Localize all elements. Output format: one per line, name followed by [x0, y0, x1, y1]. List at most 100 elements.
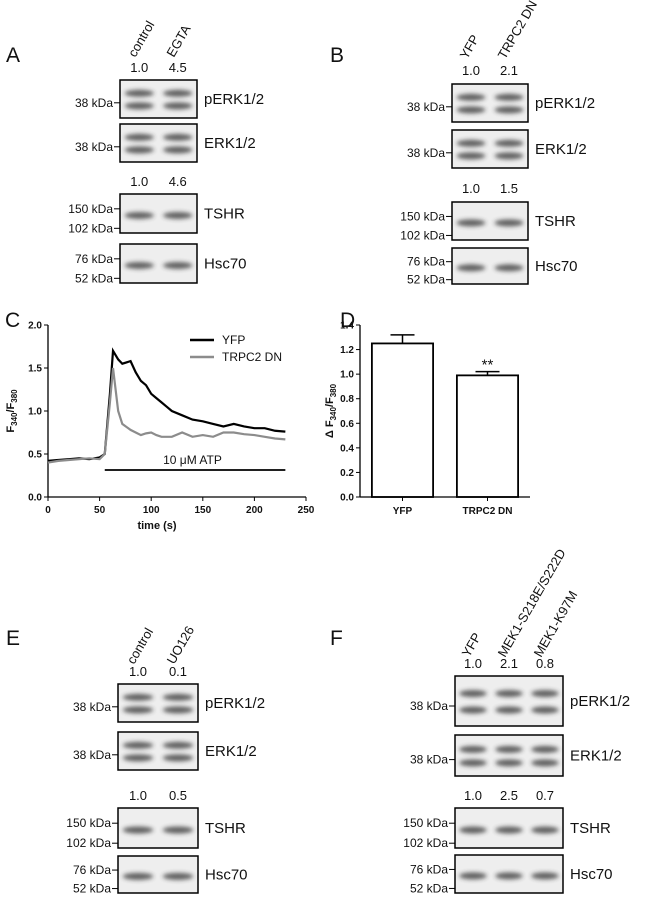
marker-label: 38 kDa: [410, 699, 448, 713]
band: [459, 759, 487, 767]
quant-value: 1.0: [462, 63, 480, 78]
band: [163, 133, 193, 141]
band: [163, 102, 193, 110]
protein-label: pERK1/2: [204, 91, 264, 108]
quant-value: 1.0: [130, 174, 148, 189]
x-axis-label: time (s): [137, 520, 176, 532]
y-tick-label: 2.0: [28, 321, 42, 332]
panel-letter: B: [330, 44, 344, 67]
marker-label: 76 kDa: [407, 255, 445, 269]
band: [495, 706, 523, 714]
protein-label: pERK1/2: [205, 695, 265, 712]
marker-label: 102 kDa: [68, 221, 113, 235]
protein-label: TSHR: [205, 820, 246, 837]
lane-label: EGTA: [163, 22, 193, 60]
marker-label: 76 kDa: [73, 863, 111, 877]
quant-value: 1.5: [500, 181, 518, 196]
lane-label: control: [124, 625, 157, 666]
protein-label: pERK1/2: [535, 95, 595, 112]
lane-label: UO126: [164, 623, 198, 666]
protein-label: ERK1/2: [570, 748, 622, 765]
marker-label: 52 kDa: [73, 882, 111, 896]
y-tick-label: 0.6: [340, 419, 354, 430]
quant-value: 4.5: [169, 60, 187, 75]
quant-value: 1.0: [464, 656, 482, 671]
blot-background: [119, 123, 198, 163]
band: [162, 826, 194, 834]
band: [122, 754, 154, 762]
quant-value: 1.0: [464, 788, 482, 803]
lane-label: control: [125, 18, 158, 59]
band: [162, 741, 194, 749]
marker-label: 76 kDa: [410, 862, 448, 876]
bar: [455, 374, 519, 498]
marker-label: 150 kDa: [68, 202, 113, 216]
quant-value: 1.0: [129, 664, 147, 679]
protein-label: TSHR: [535, 213, 576, 230]
marker-label: 150 kDa: [400, 209, 445, 223]
band: [122, 693, 154, 701]
x-tick-label: 100: [143, 505, 160, 516]
panel-letter: F: [330, 627, 343, 650]
y-axis-label-part: /F: [324, 397, 336, 407]
marker-label: 38 kDa: [73, 748, 111, 762]
marker-label: 102 kDa: [403, 836, 448, 850]
blot-background: [451, 83, 529, 123]
y-tick-label: 0.0: [340, 493, 354, 504]
band: [162, 693, 194, 701]
protein-label: Hsc70: [204, 256, 247, 273]
y-tick-label: 0.5: [28, 450, 42, 461]
band: [163, 89, 193, 97]
protein-label: Hsc70: [205, 867, 248, 884]
significance: **: [482, 357, 494, 374]
band: [494, 93, 524, 101]
band: [531, 745, 559, 753]
panel-letter: C: [5, 309, 20, 332]
protein-label: ERK1/2: [205, 743, 257, 760]
band: [124, 261, 154, 269]
band: [531, 826, 559, 834]
band: [494, 139, 524, 147]
y-tick-label: 0.8: [340, 394, 354, 405]
y-tick-label: 0.4: [340, 443, 354, 454]
marker-label: 38 kDa: [73, 700, 111, 714]
band: [495, 759, 523, 767]
band: [122, 706, 154, 714]
y-axis-label-part: 380: [10, 389, 19, 403]
line-series: [47, 347, 286, 462]
y-tick-label: 1.2: [340, 345, 354, 356]
marker-label: 38 kDa: [75, 140, 113, 154]
band: [531, 759, 559, 767]
quant-value: 1.0: [130, 60, 148, 75]
x-tick-label: TRPC2 DN: [462, 506, 512, 517]
y-axis-label-part: /F: [5, 402, 17, 412]
y-axis-label-part: Δ F: [324, 420, 336, 438]
panel-letter: A: [6, 44, 20, 67]
band: [495, 872, 523, 880]
band: [122, 872, 154, 880]
band: [163, 211, 193, 219]
marker-label: 38 kDa: [407, 100, 445, 114]
band: [459, 745, 487, 753]
marker-label: 52 kDa: [75, 271, 113, 285]
quant-value: 0.1: [169, 664, 187, 679]
y-axis-label-part: 340: [329, 407, 338, 421]
y-axis-label-part: F: [5, 426, 17, 433]
quant-value: 0.5: [169, 788, 187, 803]
x-tick-label: 50: [94, 505, 106, 516]
protein-label: ERK1/2: [535, 141, 587, 158]
quant-value: 0.7: [536, 788, 554, 803]
band: [459, 872, 487, 880]
annotation: 10 μM ATP: [163, 453, 222, 467]
band: [163, 146, 193, 154]
band: [456, 152, 486, 160]
quant-value: 1.0: [462, 181, 480, 196]
y-tick-label: 1.5: [28, 364, 42, 375]
band: [124, 89, 154, 97]
protein-label: Hsc70: [570, 866, 613, 883]
band: [459, 826, 487, 834]
y-tick-label: 0.0: [28, 493, 42, 504]
y-tick-label: 0.2: [340, 468, 354, 479]
legend-label: YFP: [222, 333, 245, 347]
panel-letter: E: [6, 627, 20, 650]
